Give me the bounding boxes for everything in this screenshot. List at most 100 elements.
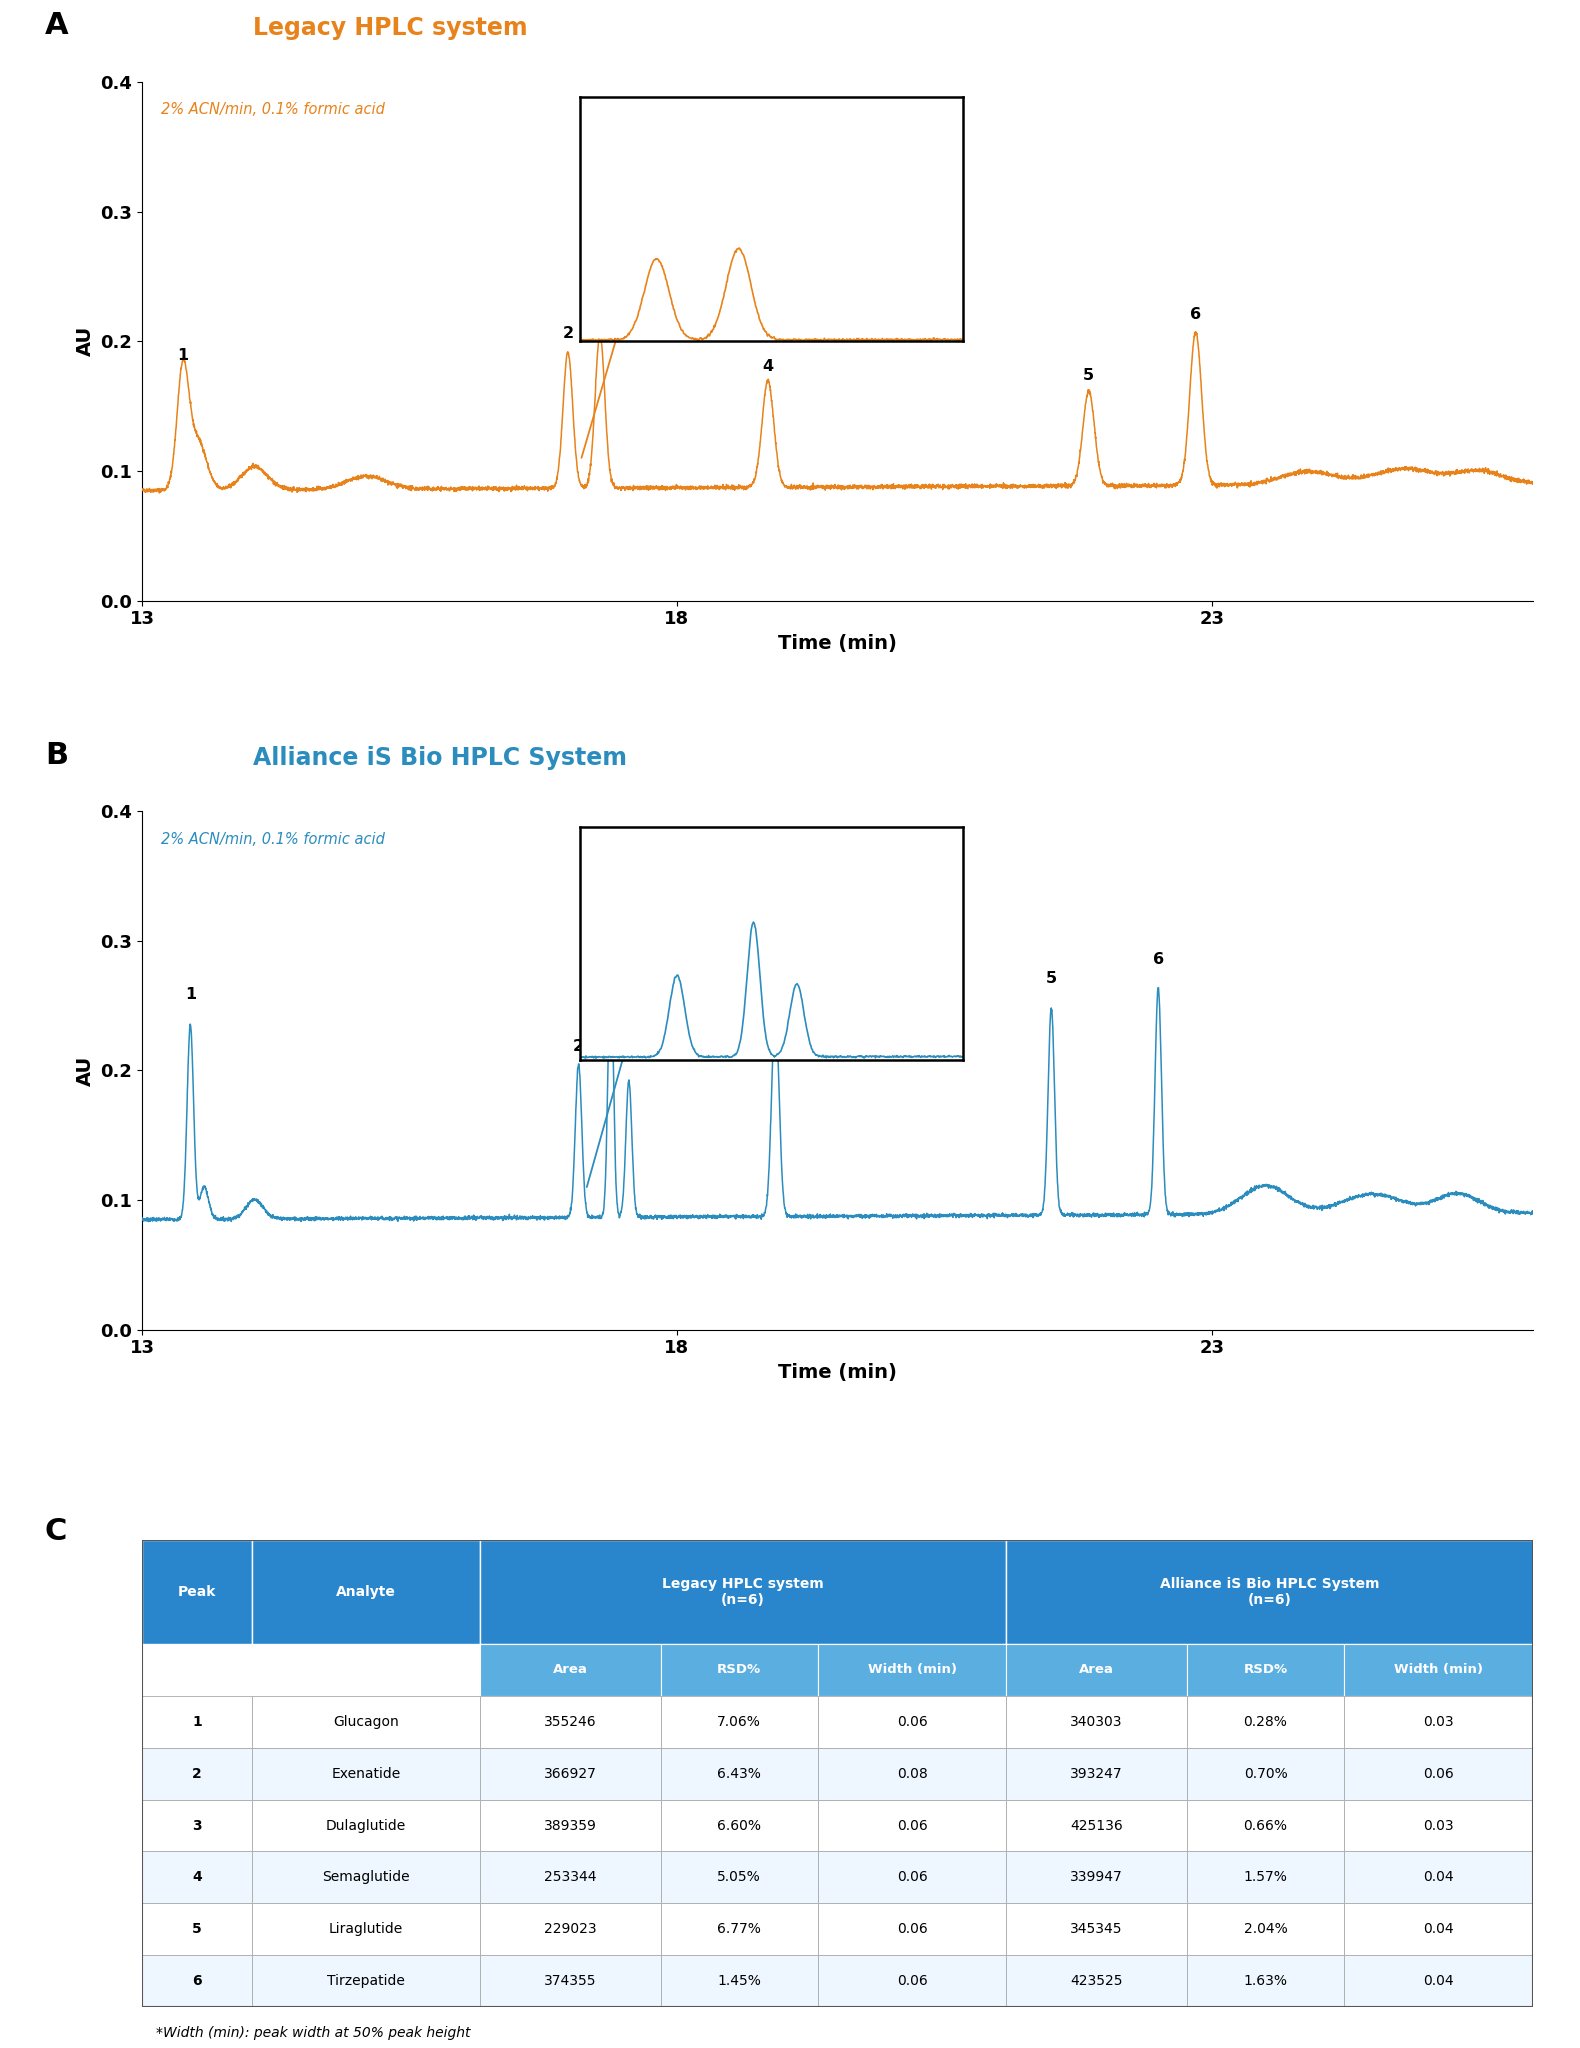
Text: 2% ACN/min, 0.1% formic acid: 2% ACN/min, 0.1% formic acid xyxy=(161,102,386,117)
Bar xyxy=(1345,1851,1533,1903)
Text: 0.03: 0.03 xyxy=(1424,1714,1454,1729)
Bar xyxy=(480,1851,660,1903)
Text: *Width (min): peak width at 50% peak height: *Width (min): peak width at 50% peak hei… xyxy=(156,2025,471,2040)
Text: Alliance iS Bio HPLC System
(n=6): Alliance iS Bio HPLC System (n=6) xyxy=(1160,1577,1379,1608)
Text: 2.04%: 2.04% xyxy=(1243,1923,1288,1935)
Text: 0.06: 0.06 xyxy=(897,1714,927,1729)
Bar xyxy=(142,1956,253,2007)
Bar xyxy=(480,1903,660,1956)
Bar xyxy=(818,1851,1006,1903)
Bar xyxy=(142,1851,253,1903)
Text: 340303: 340303 xyxy=(1070,1714,1123,1729)
Bar xyxy=(818,1645,1006,1696)
Text: Width (min): Width (min) xyxy=(867,1663,956,1677)
Text: Liraglutide: Liraglutide xyxy=(329,1923,403,1935)
Text: 6: 6 xyxy=(1153,952,1164,967)
Bar xyxy=(480,1956,660,2007)
Bar xyxy=(1345,1747,1533,1800)
Text: Area: Area xyxy=(1079,1663,1114,1677)
Bar xyxy=(480,1696,660,1747)
Bar xyxy=(1006,1851,1187,1903)
Text: 1.57%: 1.57% xyxy=(1243,1870,1288,1884)
Bar xyxy=(660,1851,818,1903)
Bar xyxy=(1187,1800,1345,1851)
Text: 6.43%: 6.43% xyxy=(717,1767,762,1780)
Text: 345345: 345345 xyxy=(1070,1923,1123,1935)
Bar xyxy=(818,1956,1006,2007)
Text: B: B xyxy=(44,741,68,770)
Text: 366927: 366927 xyxy=(544,1767,597,1780)
Bar xyxy=(253,1800,480,1851)
Y-axis label: AU: AU xyxy=(76,1055,95,1085)
Bar xyxy=(1187,1956,1345,2007)
Bar xyxy=(253,1747,480,1800)
Text: RSD%: RSD% xyxy=(1243,1663,1288,1677)
Bar xyxy=(818,1747,1006,1800)
Text: 4: 4 xyxy=(762,358,774,373)
Text: Analyte: Analyte xyxy=(337,1585,397,1599)
Text: 5: 5 xyxy=(1084,369,1095,383)
Text: 0.06: 0.06 xyxy=(897,1923,927,1935)
Bar xyxy=(142,1696,253,1747)
Text: Exenatide: Exenatide xyxy=(332,1767,401,1780)
Text: 6: 6 xyxy=(1190,307,1201,322)
Text: 5.05%: 5.05% xyxy=(717,1870,762,1884)
Text: Alliance iS Bio HPLC System: Alliance iS Bio HPLC System xyxy=(253,745,627,770)
Text: 0.28%: 0.28% xyxy=(1243,1714,1288,1729)
Text: 4: 4 xyxy=(769,973,781,989)
Text: 4: 4 xyxy=(193,1870,202,1884)
Bar xyxy=(1345,1645,1533,1696)
Bar xyxy=(660,1645,818,1696)
Bar xyxy=(1187,1696,1345,1747)
Bar xyxy=(660,1800,818,1851)
Text: Tirzepatide: Tirzepatide xyxy=(327,1974,404,1989)
Bar xyxy=(1345,1696,1533,1747)
Text: 0.66%: 0.66% xyxy=(1243,1819,1288,1833)
Text: 0.06: 0.06 xyxy=(1424,1767,1454,1780)
Text: 1.63%: 1.63% xyxy=(1243,1974,1288,1989)
Text: 7.06%: 7.06% xyxy=(717,1714,762,1729)
Text: 229023: 229023 xyxy=(544,1923,597,1935)
Text: 3: 3 xyxy=(607,926,618,940)
Bar xyxy=(142,1540,253,1645)
Text: 423525: 423525 xyxy=(1070,1974,1123,1989)
Text: Area: Area xyxy=(553,1663,588,1677)
Bar xyxy=(1187,1645,1345,1696)
Text: 0.04: 0.04 xyxy=(1424,1923,1454,1935)
Bar xyxy=(1187,1851,1345,1903)
X-axis label: Time (min): Time (min) xyxy=(777,633,897,653)
Bar xyxy=(1006,1645,1187,1696)
Text: Legacy HPLC system: Legacy HPLC system xyxy=(253,16,528,41)
Text: 5: 5 xyxy=(193,1923,202,1935)
Text: 1: 1 xyxy=(177,348,188,362)
Bar xyxy=(660,1903,818,1956)
Bar xyxy=(480,1540,1006,1645)
Text: RSD%: RSD% xyxy=(717,1663,762,1677)
Bar xyxy=(1006,1956,1187,2007)
Bar xyxy=(818,1696,1006,1747)
Text: 389359: 389359 xyxy=(544,1819,597,1833)
Text: Dulaglutide: Dulaglutide xyxy=(325,1819,406,1833)
Text: Legacy HPLC system
(n=6): Legacy HPLC system (n=6) xyxy=(662,1577,825,1608)
Text: Semaglutide: Semaglutide xyxy=(322,1870,409,1884)
Text: 0.08: 0.08 xyxy=(897,1767,927,1780)
Y-axis label: AU: AU xyxy=(76,326,95,356)
Text: 2: 2 xyxy=(562,326,574,342)
Bar xyxy=(1345,1903,1533,1956)
Bar xyxy=(1006,1696,1187,1747)
Text: 0.04: 0.04 xyxy=(1424,1974,1454,1989)
Text: 6.77%: 6.77% xyxy=(717,1923,762,1935)
X-axis label: Time (min): Time (min) xyxy=(777,1364,897,1382)
Bar xyxy=(480,1800,660,1851)
Text: 1.45%: 1.45% xyxy=(717,1974,762,1989)
Text: Peak: Peak xyxy=(179,1585,216,1599)
Text: 425136: 425136 xyxy=(1070,1819,1123,1833)
Text: 0.70%: 0.70% xyxy=(1243,1767,1288,1780)
Text: Glucagon: Glucagon xyxy=(333,1714,400,1729)
Text: 0.06: 0.06 xyxy=(897,1974,927,1989)
Text: 5: 5 xyxy=(1046,971,1057,987)
Text: 0.04: 0.04 xyxy=(1424,1870,1454,1884)
Bar xyxy=(660,1696,818,1747)
Bar xyxy=(253,1851,480,1903)
Bar xyxy=(253,1903,480,1956)
